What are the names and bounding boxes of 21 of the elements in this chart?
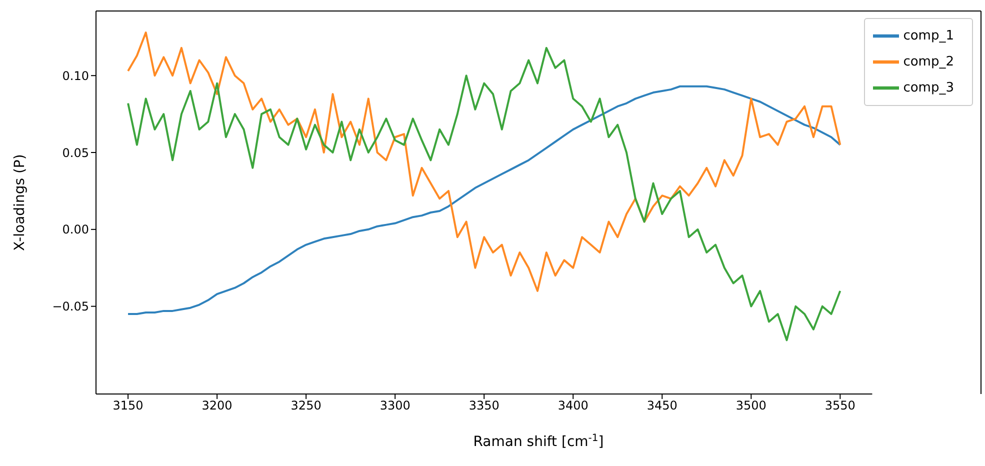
legend-label: comp_2	[903, 54, 954, 70]
x-tick-label: 3450	[646, 398, 678, 413]
x-tick-label: 3350	[468, 398, 500, 413]
y-axis-title: X-loadings (P)	[12, 154, 28, 251]
legend-label: comp_3	[903, 80, 954, 96]
y-tick-label: 0.10	[62, 68, 89, 83]
x-tick-label: 3250	[290, 398, 322, 413]
x-tick-label: 3300	[380, 398, 410, 413]
x-tick-label: 3150	[112, 398, 144, 413]
x-tick-label: 3400	[558, 398, 588, 413]
y-tick-label: 0.00	[62, 222, 89, 237]
legend-label: comp_1	[903, 28, 954, 44]
line-series	[127, 46, 842, 342]
x-tick-label: 3550	[824, 398, 856, 413]
x-tick-label: 3500	[736, 398, 766, 413]
x-axis-title: Raman shift [cm$^{-1}$]	[473, 432, 604, 450]
y-tick-label: −0.05	[52, 300, 89, 314]
y-tick-label: 0.05	[62, 146, 89, 160]
line-series	[127, 85, 842, 316]
line-series	[127, 32, 842, 292]
x-tick-label: 3200	[202, 398, 232, 413]
